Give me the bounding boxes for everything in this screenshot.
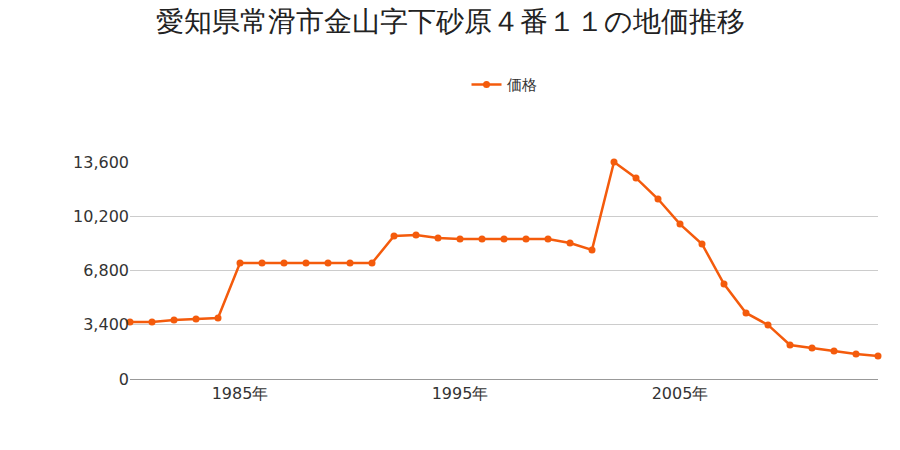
svg-text:10,200: 10,200	[73, 207, 129, 226]
svg-text:13,600: 13,600	[73, 153, 129, 172]
svg-text:2005年: 2005年	[652, 384, 709, 403]
svg-text:6,800: 6,800	[83, 261, 129, 280]
svg-text:1985年: 1985年	[212, 384, 269, 403]
svg-text:価格: 価格	[507, 76, 537, 94]
svg-text:0: 0	[119, 370, 129, 389]
svg-text:3,400: 3,400	[83, 315, 129, 334]
svg-text:1995年: 1995年	[432, 384, 489, 403]
svg-text:愛知県常滑市金山字下砂原４番１１の地価推移: 愛知県常滑市金山字下砂原４番１１の地価推移	[156, 5, 745, 38]
